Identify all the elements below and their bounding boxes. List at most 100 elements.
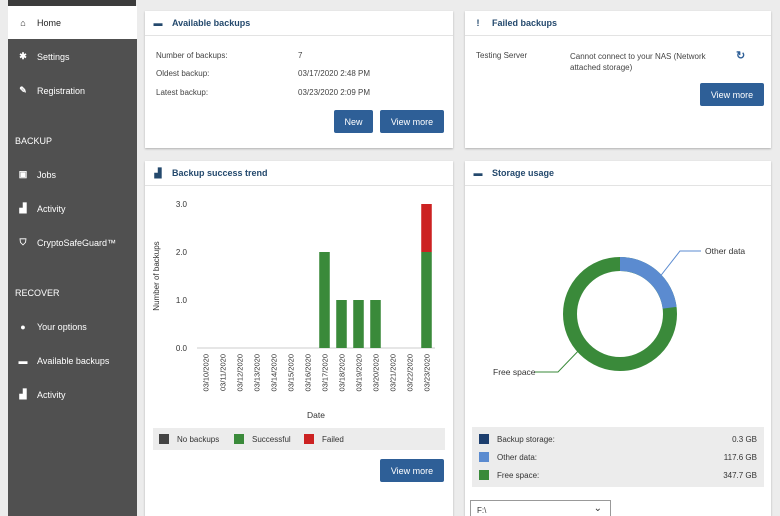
x-tick-label: 03/15/2020 bbox=[287, 354, 296, 392]
activity-chart-icon: ▟ bbox=[19, 203, 27, 213]
label-other-data: Other data bbox=[705, 246, 745, 256]
top-bar bbox=[8, 0, 136, 6]
sidebar-item-jobs[interactable]: ▣ Jobs bbox=[8, 158, 137, 191]
legend-swatch bbox=[304, 434, 314, 444]
storage-row-free: Free space: bbox=[479, 470, 539, 480]
sidebar-item-your-options[interactable]: ● Your options bbox=[8, 310, 137, 343]
x-axis-label: Date bbox=[307, 410, 325, 420]
x-tick-label: 03/11/2020 bbox=[219, 354, 228, 391]
failed-message: Cannot connect to your NAS (Network atta… bbox=[570, 51, 730, 73]
view-more-trend-button[interactable]: View more bbox=[380, 459, 444, 482]
trend-chart: 0.0 1.0 2.0 3.0 Number of backups 03/10/2020 0… bbox=[152, 200, 435, 420]
failed-backups-card: ! Failed backups Testing Server Cannot c… bbox=[465, 11, 771, 148]
card-header: ▬ Storage usage bbox=[465, 161, 771, 186]
x-tick-label: 03/16/2020 bbox=[304, 354, 313, 392]
storage-usage-card: ▬ Storage usage Other data Free space Ba… bbox=[465, 161, 771, 516]
backups-count-value: 7 bbox=[298, 51, 303, 60]
storage-donut-chart: Other data Free space bbox=[493, 246, 745, 377]
retry-refresh-icon[interactable]: ↻ bbox=[736, 50, 746, 62]
storage-row-backup-value: 0.3 GB bbox=[732, 435, 757, 444]
legend-swatch bbox=[479, 434, 489, 444]
sidebar-item-settings[interactable]: ✱ Settings bbox=[8, 40, 137, 73]
oldest-backup-label: Oldest backup: bbox=[156, 69, 210, 78]
x-tick-label: 03/21/2020 bbox=[389, 354, 398, 392]
y-tick-label: 2.0 bbox=[176, 248, 188, 257]
sidebar-item-label: Home bbox=[37, 17, 62, 28]
available-backups-card: ▬ Available backups Number of backups: 7… bbox=[145, 11, 453, 148]
sidebar-item-cryptosafeguard[interactable]: ⛉ CryptoSafeGuard™ bbox=[8, 226, 137, 259]
x-tick-label: 03/17/2020 bbox=[321, 354, 330, 392]
gear-icon: ✱ bbox=[19, 51, 27, 61]
sidebar-item-backup-activity[interactable]: ▟ Activity bbox=[8, 192, 137, 225]
drive-select[interactable]: F:\ ⌄ bbox=[470, 500, 611, 516]
sidebar-item-recover-activity[interactable]: ▟ Activity bbox=[8, 378, 137, 411]
bar-successful bbox=[421, 252, 432, 348]
storage-row-label: Backup storage: bbox=[497, 434, 555, 444]
new-backup-button[interactable]: New bbox=[334, 110, 373, 133]
info-icon: ● bbox=[20, 321, 26, 332]
exclamation-icon: ! bbox=[476, 18, 480, 28]
card-title: Failed backups bbox=[492, 18, 558, 28]
legend-label: Failed bbox=[322, 434, 344, 444]
legend-swatch bbox=[234, 434, 244, 444]
y-tick-label: 0.0 bbox=[176, 344, 188, 353]
sidebar-item-label: Activity bbox=[37, 389, 66, 400]
shield-icon: ⛉ bbox=[19, 237, 27, 247]
sidebar-item-registration[interactable]: ✎ Registration bbox=[8, 74, 137, 107]
bar-chart-icon: ▟ bbox=[154, 167, 162, 178]
view-more-backups-button[interactable]: View more bbox=[380, 110, 444, 133]
sidebar-item-label: Your options bbox=[37, 321, 87, 332]
sidebar-item-home[interactable]: ⌂ Home bbox=[8, 6, 137, 39]
failed-message-line: Cannot connect to your NAS (Network bbox=[570, 52, 706, 61]
y-tick-label: 3.0 bbox=[176, 200, 188, 209]
x-tick-label: 03/20/2020 bbox=[372, 354, 381, 392]
sidebar-item-available-backups[interactable]: ▬ Available backups bbox=[8, 344, 137, 377]
legend-label: No backups bbox=[177, 434, 220, 444]
sidebar-item-label: Settings bbox=[37, 51, 70, 62]
chart-legend: No backups Successful Failed bbox=[153, 428, 445, 450]
failed-server-name: Testing Server bbox=[476, 51, 528, 60]
storage-row-label: Other data: bbox=[497, 452, 538, 462]
drive-select-value: F:\ bbox=[477, 506, 487, 515]
legend-no-backups: No backups bbox=[159, 434, 219, 444]
legend-swatch bbox=[159, 434, 169, 444]
sidebar: ⌂ Home ✱ Settings ✎ Registration BACKUP … bbox=[8, 6, 137, 516]
x-tick-label: 03/23/2020 bbox=[423, 354, 432, 392]
x-tick-label: 03/12/2020 bbox=[236, 354, 245, 392]
storage-row-free-value: 347.7 GB bbox=[723, 471, 757, 480]
drive-icon: ▬ bbox=[473, 168, 483, 178]
legend-swatch bbox=[479, 470, 489, 480]
failed-message-line: attached storage) bbox=[570, 63, 633, 72]
key-icon: ✎ bbox=[19, 85, 27, 95]
storage-row-label: Free space: bbox=[497, 470, 540, 480]
sidebar-item-label: Registration bbox=[37, 85, 86, 96]
bar-failed bbox=[421, 204, 432, 252]
section-backup-heading: BACKUP bbox=[15, 136, 53, 146]
card-title: Available backups bbox=[172, 18, 251, 28]
legend-label: Successful bbox=[252, 434, 291, 444]
backup-trend-card: ▟ Backup success trend 0.0 1.0 2.0 3.0 Numbe… bbox=[145, 161, 453, 516]
y-tick-label: 1.0 bbox=[176, 296, 188, 305]
card-header: ▬ Available backups bbox=[145, 11, 453, 36]
sidebar-item-label: CryptoSafeGuard™ bbox=[37, 237, 117, 248]
oldest-backup-value: 03/17/2020 2:48 PM bbox=[298, 69, 371, 78]
bar-successful bbox=[370, 300, 381, 348]
card-title: Backup success trend bbox=[172, 168, 268, 178]
label-free-space: Free space bbox=[493, 367, 536, 377]
activity-chart-icon: ▟ bbox=[19, 389, 27, 399]
storage-row-other: Other data: bbox=[479, 452, 537, 462]
sidebar-item-label: Available backups bbox=[37, 355, 110, 366]
view-more-failed-button[interactable]: View more bbox=[700, 83, 764, 106]
sidebar-item-label: Jobs bbox=[37, 169, 57, 180]
storage-legend: Backup storage: 0.3 GB Other data: 117.6… bbox=[472, 427, 764, 487]
card-header: ! Failed backups bbox=[465, 11, 771, 36]
backups-count-label: Number of backups: bbox=[156, 51, 228, 60]
x-tick-label: 03/18/2020 bbox=[338, 354, 347, 392]
x-tick-label: 03/13/2020 bbox=[253, 354, 262, 392]
jobs-icon: ▣ bbox=[18, 169, 28, 179]
legend-swatch bbox=[479, 452, 489, 462]
card-title: Storage usage bbox=[492, 168, 555, 178]
x-tick-label: 03/19/2020 bbox=[355, 354, 364, 392]
section-recover-heading: RECOVER bbox=[15, 288, 60, 298]
leader-other-data bbox=[654, 250, 701, 284]
